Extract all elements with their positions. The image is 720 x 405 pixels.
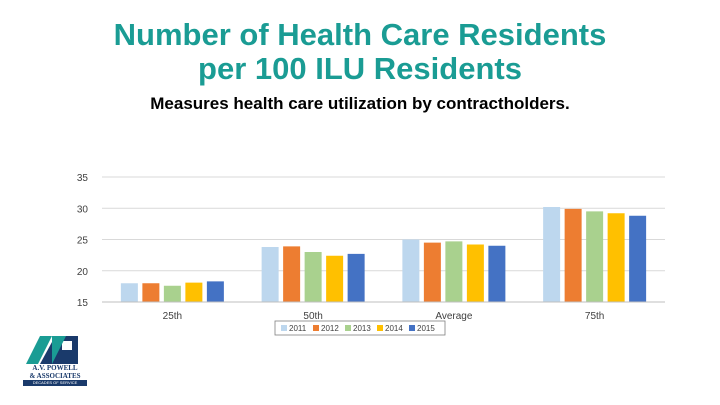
x-tick-label: 50th [303,311,322,322]
bar-2012-50th [283,246,301,302]
bar-2014-50th [326,255,344,302]
bar-2011-75th [543,207,561,302]
bar-2013-25th [163,285,181,302]
chart-subtitle: Measures health care utilization by cont… [150,94,570,113]
logo-line-1: A.V. POWELL [32,364,78,372]
bar-2011-50th [261,247,279,302]
bar-2015-25th [206,281,224,302]
bar-2014-average [466,244,484,302]
bar-2015-average [488,245,506,302]
y-tick-label: 20 [77,267,89,278]
title-line-1: Number of Health Care Residents [113,17,607,52]
legend-label: 2011 [289,324,307,333]
y-tick-label: 15 [77,298,89,309]
legend-label: 2013 [353,324,371,333]
bar-2012-25th [142,283,160,302]
bar-chart: 15 20 25 30 35 25th 50th Average 75th 2011 2012 201… [77,173,665,336]
bar-2012-average [423,242,441,302]
x-tick-label: 75th [585,311,604,322]
logo-tagline: DECADES OF SERVICE [23,380,87,386]
x-tick-label: 25th [163,311,182,322]
legend-swatch-2014 [377,325,383,331]
y-tick-label: 25 [77,236,89,247]
bar-2013-75th [586,211,604,302]
bar-2013-50th [304,252,322,302]
av-powell-logo [26,336,78,364]
title-line-2: per 100 ILU Residents [198,51,522,86]
legend-label: 2015 [417,324,435,333]
legend-swatch-2011 [281,325,287,331]
x-tick-label: Average [435,311,473,322]
bar-2012-75th [564,208,582,302]
y-tick-label: 30 [77,204,89,215]
bar-2014-25th [185,282,203,302]
chart-title: Number of Health Care Residents per 100 … [0,18,720,86]
legend-box [274,320,446,336]
y-tick-label: 35 [77,173,89,184]
bar-2015-50th [347,253,365,302]
bar-2013-average [445,241,463,302]
legend-label: 2014 [385,324,403,333]
legend-swatch-2012 [313,325,319,331]
bar-2014-75th [607,213,625,302]
bar-2011-25th [120,283,138,302]
legend-label: 2012 [321,324,339,333]
legend-swatch-2013 [345,325,351,331]
bar-2011-average [402,239,420,302]
legend-swatch-2015 [409,325,415,331]
bar-2015-75th [629,215,647,302]
